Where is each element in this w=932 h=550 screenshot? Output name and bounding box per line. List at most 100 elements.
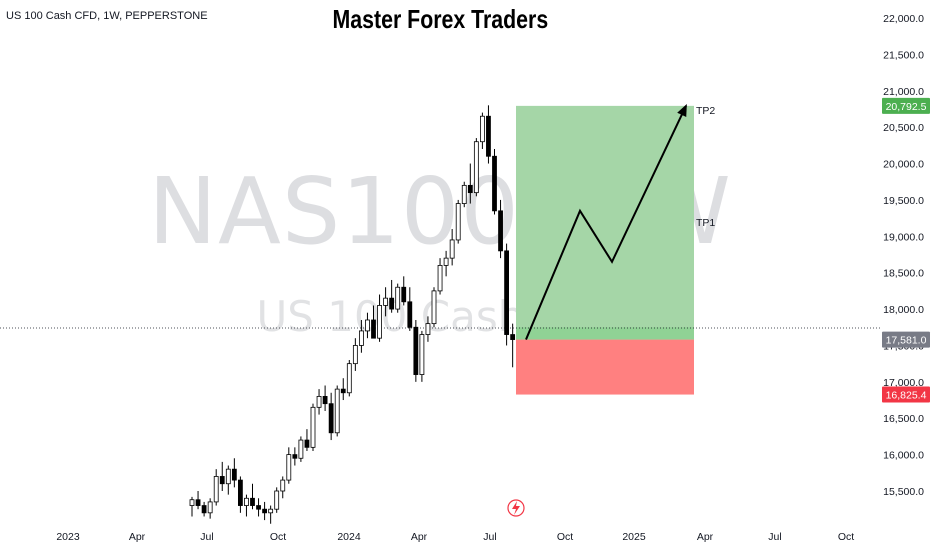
candle-body: [449, 239, 455, 259]
candle: [189, 496, 195, 517]
time-tick-label: Apr: [129, 531, 146, 543]
lightning-icon: [507, 499, 525, 517]
candle: [358, 319, 364, 353]
price-badge-bg: [882, 331, 930, 348]
price-tick-label: 16,000.0: [883, 450, 924, 462]
candle: [298, 436, 304, 462]
candle-body: [461, 184, 467, 204]
profit-zone: [516, 105, 694, 340]
candle: [437, 258, 443, 295]
candle-body: [286, 454, 292, 481]
time-tick-label: Apr: [697, 531, 714, 543]
candle-body: [310, 406, 316, 448]
candle-body: [213, 476, 219, 503]
candle: [407, 287, 413, 331]
candle-body: [346, 363, 352, 394]
candle: [328, 392, 334, 441]
candle-body: [207, 501, 213, 514]
chart-title: Master Forex Traders: [332, 4, 549, 34]
candle-body: [256, 505, 261, 510]
price-tick-label: 18,500.0: [883, 268, 924, 280]
candle: [461, 181, 467, 208]
candle-body: [425, 323, 431, 335]
candle: [492, 148, 497, 215]
candle-body: [504, 250, 510, 335]
candle: [219, 461, 225, 491]
candle-body: [201, 505, 207, 514]
candle-body: [437, 265, 443, 292]
candle: [250, 483, 255, 510]
candle: [467, 163, 473, 204]
candle-body: [237, 479, 243, 506]
candle-body: [340, 388, 346, 394]
candle-body: [389, 297, 395, 310]
price-tick-label: 15,500.0: [883, 486, 924, 498]
candle-body: [322, 395, 328, 405]
candle-body: [316, 395, 322, 408]
stop-loss-zone: [516, 339, 694, 395]
candle: [365, 312, 370, 339]
candle: [473, 138, 479, 197]
candle: [225, 465, 231, 495]
time-tick-label: 2024: [337, 531, 361, 543]
candle: [383, 287, 389, 317]
candle-body: [377, 305, 382, 339]
tp1-label: TP1: [696, 217, 715, 229]
candle: [425, 316, 431, 342]
candle-body: [280, 479, 286, 492]
candle: [340, 378, 346, 401]
candle-body: [365, 319, 370, 332]
candle: [256, 498, 261, 517]
candle-body: [358, 330, 364, 346]
candle-body: [419, 334, 425, 375]
candle-body: [395, 286, 401, 310]
candle: [268, 505, 274, 524]
candle-body: [250, 497, 255, 506]
candle: [419, 330, 425, 382]
price-badge-tp: 20,792.5: [882, 97, 930, 114]
candle: [479, 112, 485, 149]
time-tick-label: 2025: [622, 531, 646, 543]
price-tick-label: 17,000.0: [883, 377, 924, 389]
candle-body: [274, 490, 280, 510]
candle: [401, 276, 407, 306]
projection-arrow: [525, 104, 687, 340]
candle-body: [510, 334, 516, 340]
price-badge-current: 17,581.0: [882, 331, 930, 348]
candle: [322, 385, 328, 411]
time-tick-label: Apr: [411, 531, 428, 543]
candle: [504, 243, 510, 346]
candle: [274, 487, 280, 513]
candle-body: [473, 141, 479, 194]
candle-body: [455, 203, 461, 241]
lightning-icon-glyph: [512, 501, 520, 515]
price-badge-bg: [882, 97, 930, 114]
symbol-info[interactable]: US 100 Cash CFD, 1W, PEPPERSTONE: [6, 10, 208, 22]
price-tick-label: 20,000.0: [883, 159, 924, 171]
time-tick-label: Oct: [270, 531, 286, 543]
candle-body: [492, 155, 497, 212]
entry-band: [516, 327, 694, 340]
candle-body: [486, 115, 491, 157]
candle: [280, 476, 286, 499]
candle: [395, 283, 401, 313]
time-tick-label: Jul: [200, 531, 213, 543]
candle: [310, 403, 316, 451]
candle-body: [268, 508, 274, 514]
candle-body: [352, 345, 358, 365]
time-tick-label: Jul: [768, 531, 781, 543]
candle-body: [407, 301, 413, 328]
candle: [207, 498, 213, 519]
price-tick-label: 19,500.0: [883, 195, 924, 207]
candle: [371, 305, 376, 339]
candle: [510, 323, 516, 368]
candle-body: [304, 439, 310, 448]
candle-body: [231, 468, 237, 481]
candle: [316, 389, 322, 415]
time-tick-label: 2023: [56, 531, 80, 543]
price-badge-label: 17,581.0: [886, 335, 927, 347]
candle: [244, 494, 249, 517]
candle: [377, 294, 382, 342]
